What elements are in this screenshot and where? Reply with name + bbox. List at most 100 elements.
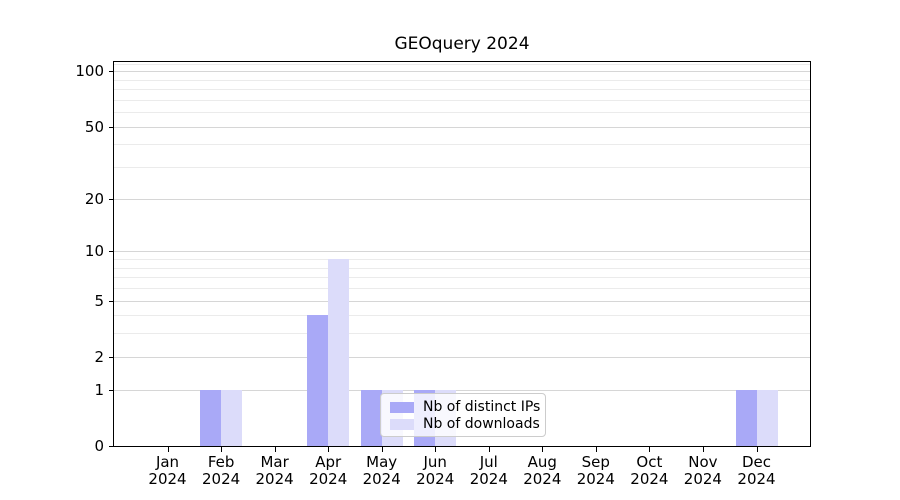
x-tick-label-apr: Apr 2024	[300, 454, 356, 488]
gridline-minor-70	[114, 99, 810, 101]
chart-title: GEOquery 2024	[394, 34, 530, 54]
legend: Nb of distinct IPs Nb of downloads	[380, 393, 546, 437]
gridline-minor-110	[114, 63, 810, 65]
x-tick-label-jan: Jan 2024	[140, 454, 196, 488]
y-tick-mark-10	[109, 251, 114, 253]
gridline-minor-9	[114, 259, 810, 260]
x-tick-year-aug: 2024	[523, 470, 562, 488]
x-tick-year-nov: 2024	[683, 470, 722, 488]
y-tick-mark-0	[109, 446, 114, 447]
x-tick-mark-apr	[328, 447, 330, 452]
x-tick-mark-oct	[649, 447, 651, 452]
gridline-minor-7	[114, 277, 810, 279]
x-tick-mark-dec	[756, 447, 758, 452]
y-tick-mark-5	[109, 300, 114, 302]
y-tick-label-5: 5	[94, 291, 104, 310]
gridline-minor-4	[114, 315, 810, 317]
x-tick-month-aug: Aug	[527, 453, 557, 471]
x-tick-mark-nov	[702, 447, 704, 452]
x-tick-label-aug: Aug 2024	[514, 454, 570, 488]
x-tick-mark-jun	[435, 447, 437, 452]
x-tick-month-apr: Apr	[315, 453, 342, 471]
y-tick-label-100: 100	[75, 62, 104, 81]
x-tick-month-dec: Dec	[741, 453, 772, 471]
x-tick-year-oct: 2024	[630, 470, 669, 488]
y-tick-mark-2	[109, 356, 114, 358]
x-tick-month-feb: Feb	[207, 453, 235, 471]
x-tick-mark-jul	[488, 447, 490, 452]
gridline-minor-3	[114, 333, 810, 335]
x-tick-year-mar: 2024	[255, 470, 294, 488]
x-tick-year-may: 2024	[362, 470, 401, 488]
gridline-major-2	[114, 356, 810, 358]
x-tick-month-jul: Jul	[479, 453, 498, 471]
gridline-major-10	[114, 251, 810, 253]
x-tick-month-sep: Sep	[581, 453, 610, 471]
x-tick-mark-mar	[274, 447, 276, 452]
gridline-major-100	[114, 71, 810, 73]
bar-downloads-feb	[221, 389, 243, 446]
y-tick-label-0: 0	[94, 437, 104, 455]
x-tick-label-jul: Jul 2024	[461, 454, 517, 488]
bar-distinct-ips-dec	[735, 389, 757, 446]
y-tick-label-50: 50	[84, 117, 104, 136]
legend-label-downloads: Nb of downloads	[423, 416, 540, 432]
x-tick-year-apr: 2024	[309, 470, 348, 488]
x-tick-mark-aug	[542, 447, 544, 452]
x-tick-label-nov: Nov 2024	[675, 454, 731, 488]
x-tick-mark-feb	[221, 447, 223, 452]
gridline-major-20	[114, 198, 810, 200]
x-tick-year-feb: 2024	[202, 470, 241, 488]
legend-item-downloads: Nb of downloads	[390, 416, 540, 433]
x-tick-label-oct: Oct 2024	[621, 454, 677, 488]
y-tick-label-20: 20	[84, 189, 104, 208]
gridline-major-1	[114, 389, 810, 391]
x-tick-month-may: May	[366, 453, 398, 471]
gridline-minor-90	[114, 79, 810, 81]
x-tick-year-dec: 2024	[737, 470, 776, 488]
x-tick-month-jun: Jun	[423, 453, 447, 471]
x-tick-year-sep: 2024	[576, 470, 615, 488]
gridline-minor-60	[114, 112, 810, 114]
y-tick-mark-1	[109, 389, 114, 391]
y-tick-label-1: 1	[94, 380, 104, 399]
legend-item-distinct-ips: Nb of distinct IPs	[390, 399, 540, 416]
x-tick-label-may: May 2024	[354, 454, 410, 488]
y-tick-label-2: 2	[94, 347, 104, 366]
x-tick-month-mar: Mar	[260, 453, 289, 471]
gridline-major-50	[114, 126, 810, 128]
legend-swatch-distinct-ips	[390, 402, 414, 413]
y-tick-mark-50	[109, 126, 114, 128]
bar-distinct-ips-feb	[200, 389, 222, 446]
gridline-minor-80	[114, 89, 810, 90]
gridline-minor-30	[114, 167, 810, 169]
x-tick-mark-sep	[595, 447, 597, 452]
gridline-major-5	[114, 300, 810, 302]
x-tick-label-dec: Dec 2024	[729, 454, 785, 488]
y-tick-label-10: 10	[84, 242, 104, 261]
plot-area	[113, 61, 811, 447]
x-tick-label-mar: Mar 2024	[247, 454, 303, 488]
x-tick-month-jan: Jan	[155, 453, 180, 471]
y-tick-mark-20	[109, 198, 114, 200]
x-tick-year-jan: 2024	[148, 470, 187, 488]
bar-downloads-dec	[756, 389, 778, 446]
bar-distinct-ips-apr	[307, 315, 329, 446]
x-tick-label-sep: Sep 2024	[568, 454, 624, 488]
x-tick-label-jun: Jun 2024	[407, 454, 463, 488]
x-tick-month-oct: Oct	[636, 453, 663, 471]
x-tick-year-jul: 2024	[469, 470, 508, 488]
x-tick-month-nov: Nov	[688, 453, 718, 471]
bar-downloads-apr	[328, 259, 350, 446]
gridline-minor-6	[114, 287, 810, 289]
legend-label-distinct-ips: Nb of distinct IPs	[423, 399, 541, 415]
bar-distinct-ips-may	[360, 389, 382, 446]
gridline-minor-8	[114, 267, 810, 269]
x-tick-mark-jan	[167, 447, 169, 452]
x-tick-label-feb: Feb 2024	[193, 454, 249, 488]
x-tick-year-jun: 2024	[416, 470, 455, 488]
y-tick-mark-100	[109, 71, 114, 73]
gridline-minor-40	[114, 144, 810, 146]
x-tick-mark-may	[381, 447, 383, 452]
